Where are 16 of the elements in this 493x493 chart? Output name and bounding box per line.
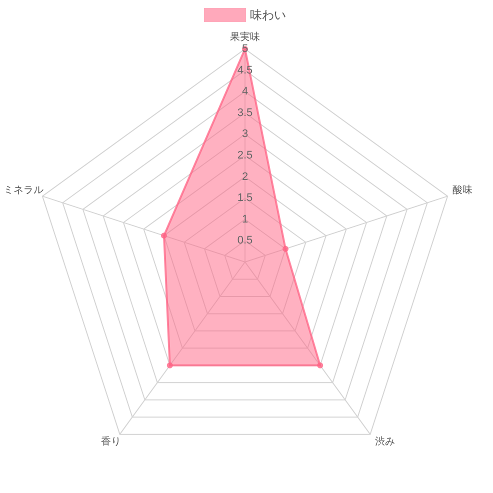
y-tick-label: 2.5 bbox=[237, 150, 253, 162]
y-tick-label: 3.5 bbox=[237, 106, 253, 119]
spoke-label: 香り bbox=[100, 435, 121, 448]
spoke-label: 渋み bbox=[375, 435, 396, 448]
spoke-label: ミネラル bbox=[3, 185, 44, 196]
spoke-label: 果実味 bbox=[230, 31, 260, 43]
legend-label: 味わい bbox=[250, 8, 286, 22]
y-tick-label: 4 bbox=[242, 86, 248, 98]
y-tick-label: 1 bbox=[242, 213, 248, 226]
spoke-label: 酸味 bbox=[452, 184, 473, 196]
y-tick-label: 5 bbox=[242, 43, 248, 55]
y-tick-label: 4.5 bbox=[237, 64, 253, 76]
y-tick-label: 2 bbox=[242, 170, 248, 183]
y-tick-label: 3 bbox=[242, 128, 248, 140]
y-tick-label: 1.5 bbox=[237, 192, 253, 204]
y-tick-label: 0.5 bbox=[237, 234, 253, 247]
